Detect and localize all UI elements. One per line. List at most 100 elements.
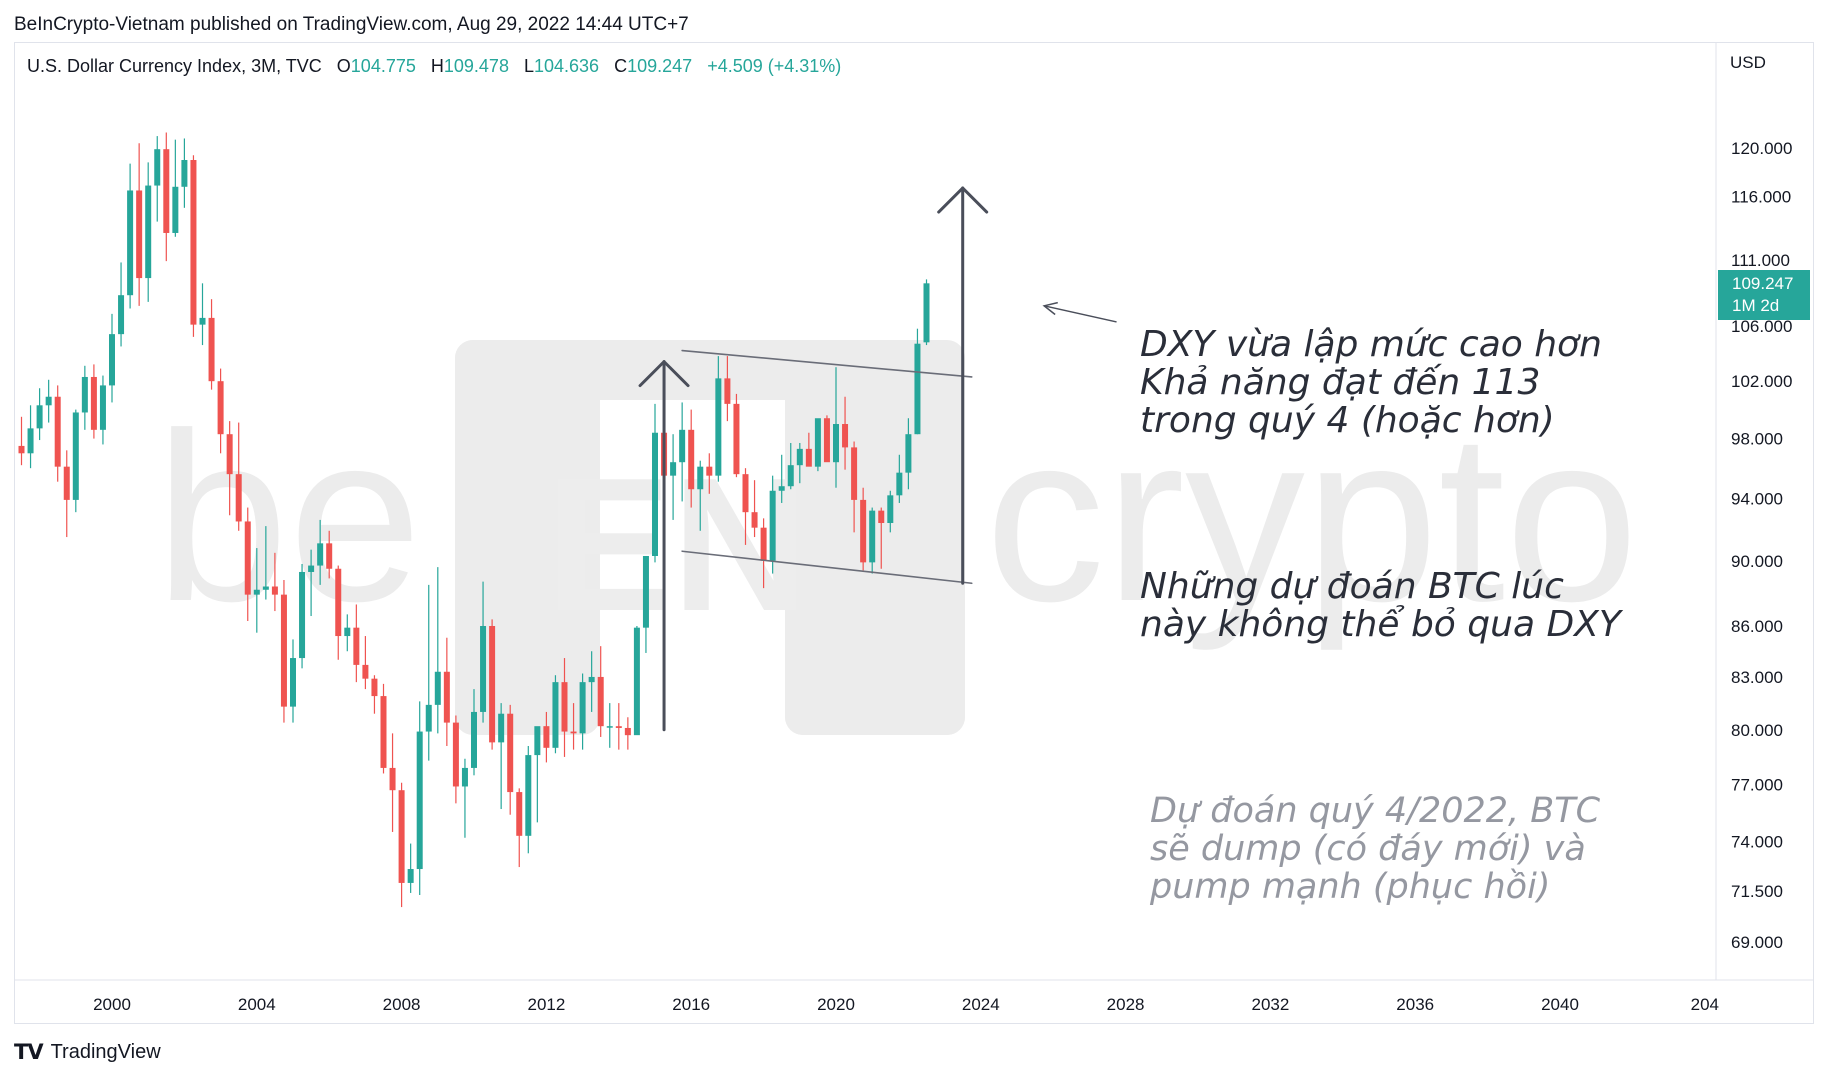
price-tick-label: 69.000 (1731, 933, 1783, 952)
candle (823, 415, 830, 463)
watermark-logo-letters: EN (545, 439, 809, 651)
chart-frame (14, 42, 1814, 1024)
annotation-q4-forecast[interactable]: Dự đoán quý 4/2022, BTC sẽ dump (có đáy … (1150, 792, 1600, 906)
candle (90, 364, 97, 439)
bar-countdown: 1M 2d (1732, 296, 1780, 315)
channel-upper-line[interactable] (681, 349, 973, 378)
candle-body (290, 658, 296, 707)
candle-body (109, 334, 115, 386)
candle-body (760, 527, 767, 561)
candle (235, 422, 242, 531)
last-price-tag: 109.247 1M 2d (1718, 270, 1810, 320)
candle (588, 651, 595, 712)
candle-body (471, 711, 477, 768)
candle-body (914, 343, 921, 435)
candle (498, 703, 505, 810)
candle-body (353, 627, 360, 665)
candle (380, 683, 387, 774)
price-tick-label: 71.500 (1731, 882, 1783, 901)
candle-body (769, 490, 776, 561)
price-tick-label: 90.000 (1731, 552, 1783, 571)
candle (199, 283, 206, 346)
candle (36, 388, 43, 441)
candle (507, 704, 514, 815)
candle (751, 480, 758, 538)
candle-body (326, 543, 333, 569)
candle-body (887, 495, 894, 524)
candle-body (561, 682, 568, 732)
candle-body (833, 424, 839, 463)
candle-body (805, 448, 812, 467)
price-tick-label: 77.000 (1731, 776, 1783, 795)
candle (81, 365, 88, 430)
price-tick-label: 80.000 (1731, 721, 1783, 740)
candle (796, 442, 803, 484)
candle (99, 375, 106, 445)
low-label: L (523, 56, 534, 76)
drawings[interactable] (638, 186, 1117, 732)
candle-body (552, 682, 559, 748)
price-tick-label: 120.000 (1731, 139, 1792, 158)
time-tick-label: 2012 (527, 995, 565, 1014)
candle (842, 396, 849, 470)
candle (615, 703, 622, 750)
candle (706, 453, 713, 494)
candle-body (498, 713, 505, 743)
candle (715, 356, 722, 482)
time-tick-label: 2000 (93, 995, 131, 1014)
price-tick-label: 98.000 (1731, 430, 1783, 449)
candle-body (54, 396, 61, 467)
candle-body (860, 499, 867, 563)
arrow-up-2015[interactable] (638, 360, 690, 732)
candle-body (317, 543, 324, 566)
pointer-head (1042, 301, 1058, 316)
annotation-btc-dxy[interactable]: Những dự đoán BTC lúc này không thể bỏ q… (1140, 568, 1621, 644)
candle (109, 313, 115, 403)
candle (443, 637, 450, 746)
candle (869, 507, 876, 574)
candle-body (127, 190, 134, 296)
candle-body (118, 295, 125, 335)
candle-body (923, 283, 930, 343)
pointer-arrow[interactable] (1042, 301, 1117, 323)
time-tick-label: 2032 (1251, 995, 1289, 1014)
tradingview-logo-icon[interactable]: TV (14, 1040, 44, 1064)
arrow-up-2023[interactable] (937, 186, 989, 585)
time-tick-label: 2020 (817, 995, 855, 1014)
price-axis[interactable]: 120.000 116.000 111.000 106.000 102.000 98.00… (1731, 139, 1792, 952)
candles (18, 132, 930, 908)
candle-body (688, 429, 695, 490)
price-tick-label: 111.000 (1731, 251, 1790, 270)
candle-body (796, 448, 803, 466)
candle (516, 788, 523, 868)
candle (154, 136, 161, 222)
channel-lower-line[interactable] (681, 550, 973, 585)
candle (398, 782, 405, 908)
price-tick-label: 102.000 (1731, 372, 1792, 391)
arrow-head (937, 186, 989, 214)
candle-body (597, 676, 604, 727)
candle (534, 726, 541, 823)
candle-body (18, 445, 25, 454)
candle-body (489, 625, 496, 743)
time-axis[interactable]: 2000 2004 2008 2012 2016 2020 2024 2028 2032 2036… (93, 995, 1719, 1014)
candle-body (742, 474, 749, 513)
candle-body (525, 755, 532, 836)
candle-body (253, 589, 260, 595)
candle (407, 843, 414, 893)
candle-body (199, 317, 206, 325)
candle-body (425, 704, 432, 732)
candle-body (778, 486, 785, 491)
candle-body (262, 586, 269, 590)
currency-label[interactable]: USD (1730, 53, 1766, 72)
annotation-line: Những dự đoán BTC lúc (1140, 566, 1564, 607)
candle-body (136, 190, 143, 279)
footer-brand[interactable]: TradingView (50, 1040, 161, 1063)
annotation-dxy-higher-high[interactable]: DXY vừa lập mức cao hơn Khả năng đạt đến… (1140, 326, 1602, 440)
candle-body (72, 412, 79, 500)
candle-body (516, 792, 523, 836)
change-value: +4.509 (+4.31%) (707, 56, 842, 76)
symbol-name[interactable]: U.S. Dollar Currency Index, 3M, TVC (27, 56, 322, 76)
candle-body (99, 385, 106, 430)
